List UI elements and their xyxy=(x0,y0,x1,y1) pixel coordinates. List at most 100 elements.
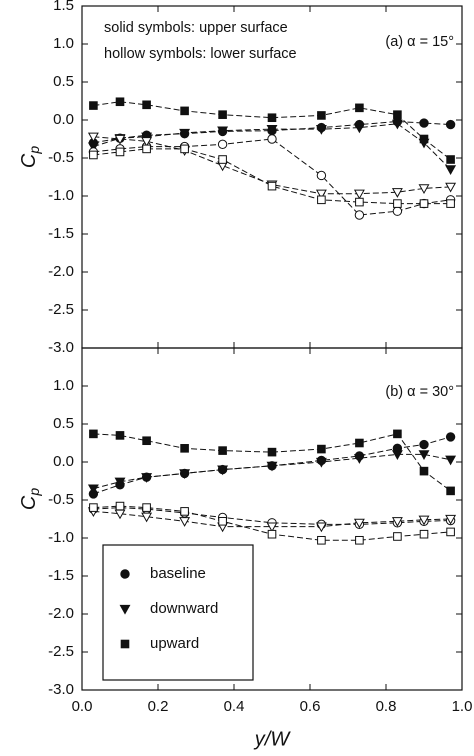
marker-triangle xyxy=(445,514,457,525)
x-tick-label: 0.6 xyxy=(300,698,321,715)
marker-triangle xyxy=(353,189,365,200)
marker-triangle xyxy=(179,469,191,480)
y-tick-label: 0.0 xyxy=(53,453,74,470)
y-tick-label: -1.0 xyxy=(48,187,74,204)
marker-triangle xyxy=(315,522,327,533)
marker-circle xyxy=(445,119,456,130)
marker-circle xyxy=(316,170,327,181)
y-tick-label: -0.5 xyxy=(48,491,74,508)
marker-triangle xyxy=(418,138,430,149)
marker-triangle xyxy=(141,512,153,523)
marker-square xyxy=(446,486,455,496)
marker-square xyxy=(419,199,429,208)
marker-triangle xyxy=(114,134,126,145)
marker-triangle xyxy=(391,517,403,527)
marker-square xyxy=(218,155,227,164)
marker-triangle xyxy=(445,182,457,193)
marker-square xyxy=(317,195,326,205)
marker-triangle xyxy=(217,465,229,476)
marker-triangle xyxy=(353,123,365,134)
marker-square xyxy=(142,503,151,512)
marker-square xyxy=(142,100,151,110)
y-axis-title-main: C xyxy=(18,153,40,168)
marker-square xyxy=(218,446,227,455)
marker-square xyxy=(393,199,402,208)
y-tick-label: -1.5 xyxy=(48,567,74,584)
y-tick-label: 1.0 xyxy=(53,35,74,52)
marker-square xyxy=(446,199,455,208)
marker-square xyxy=(115,501,125,511)
marker-circle xyxy=(419,118,429,128)
marker-triangle xyxy=(315,457,327,468)
y-tick-label: -2.5 xyxy=(48,643,74,660)
marker-triangle xyxy=(141,473,153,483)
marker-triangle xyxy=(391,450,403,461)
series-line xyxy=(93,453,451,490)
marker-square xyxy=(267,113,277,123)
x-tick-label: 0.4 xyxy=(224,698,245,715)
marker-triangle xyxy=(179,128,191,139)
marker-triangle xyxy=(87,132,99,143)
marker-square xyxy=(218,516,227,526)
x-tick-label: 0.8 xyxy=(376,698,397,715)
marker-triangle xyxy=(315,125,327,135)
marker-triangle xyxy=(391,188,403,198)
y-tick-label: -2.0 xyxy=(48,605,74,622)
y-tick-label: 0.5 xyxy=(53,73,74,90)
marker-triangle xyxy=(418,184,430,195)
panel-label: (a) α = 15° xyxy=(385,34,454,50)
marker-square xyxy=(446,527,455,537)
legend-box xyxy=(102,544,254,681)
marker-square xyxy=(267,447,277,457)
marker-square xyxy=(419,529,429,539)
marker-square xyxy=(180,144,189,154)
series-line xyxy=(93,138,451,216)
legend-label: upward xyxy=(150,635,199,652)
y-axis-title: Cp xyxy=(18,488,41,510)
marker-triangle xyxy=(217,126,229,137)
marker-square xyxy=(393,532,402,541)
marker-square xyxy=(89,150,98,160)
marker-triangle xyxy=(391,119,403,130)
marker-triangle xyxy=(266,125,278,135)
marker-triangle xyxy=(445,455,457,466)
y-tick-label: 1.0 xyxy=(53,377,74,394)
y-tick-label: -2.5 xyxy=(48,301,74,318)
marker-square xyxy=(317,111,326,120)
x-tick-label: 0.0 xyxy=(72,698,93,715)
marker-triangle xyxy=(119,604,131,615)
marker-square xyxy=(317,535,326,545)
y-tick-label: 0.5 xyxy=(53,415,74,432)
marker-square xyxy=(120,639,130,649)
marker-square xyxy=(180,106,189,116)
marker-triangle xyxy=(87,142,99,153)
marker-square xyxy=(355,197,364,207)
marker-triangle xyxy=(418,515,430,526)
marker-circle xyxy=(267,134,277,144)
marker-square xyxy=(355,535,364,545)
marker-square xyxy=(115,97,125,107)
marker-circle xyxy=(217,139,228,150)
annotation: hollow symbols: lower surface xyxy=(104,46,297,62)
marker-triangle xyxy=(266,461,278,472)
marker-triangle xyxy=(418,450,430,461)
series-line xyxy=(93,101,451,160)
marker-circle xyxy=(445,432,456,442)
marker-square xyxy=(218,110,227,119)
marker-square xyxy=(355,438,364,448)
marker-circle xyxy=(120,569,130,579)
marker-square xyxy=(180,444,189,453)
marker-triangle xyxy=(141,137,153,147)
y-tick-label: -3.0 xyxy=(48,681,74,698)
marker-square xyxy=(446,155,455,164)
marker-triangle xyxy=(266,522,278,533)
marker-circle xyxy=(392,206,403,216)
marker-square xyxy=(142,436,151,446)
marker-triangle xyxy=(114,477,126,488)
marker-square xyxy=(317,444,326,454)
marker-square xyxy=(89,101,98,110)
y-axis-title: Cp xyxy=(18,146,41,168)
marker-triangle xyxy=(353,454,365,464)
y-axis-title-main: C xyxy=(18,495,40,510)
